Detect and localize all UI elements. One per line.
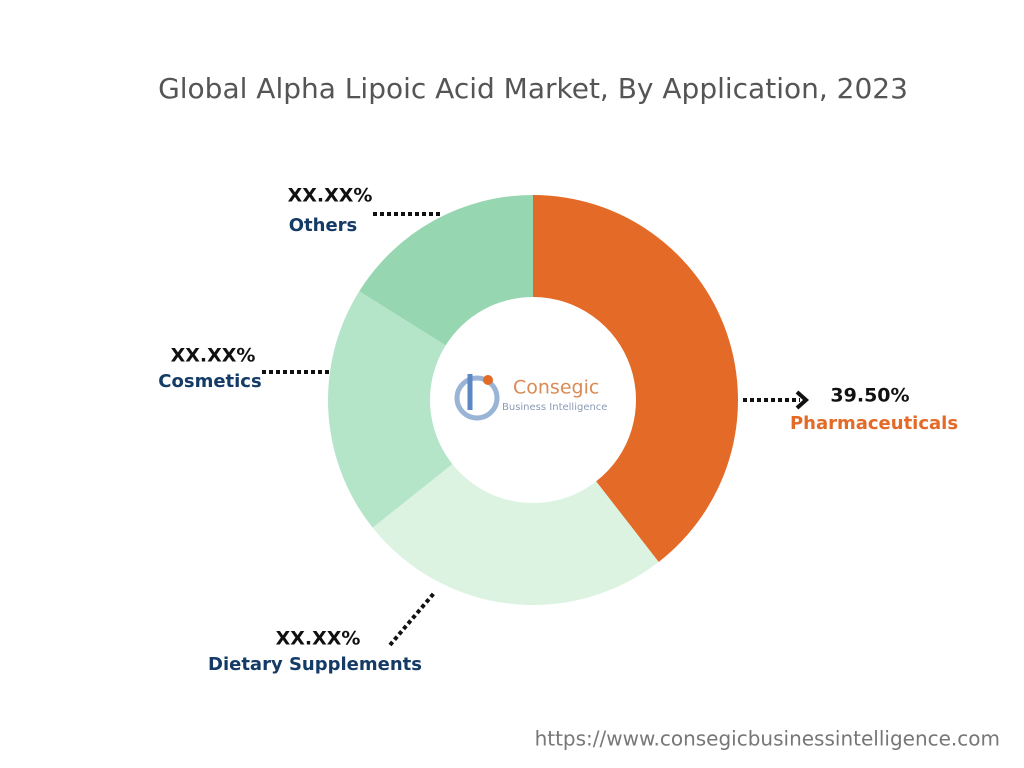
logo: Consegic Business Intelligence: [454, 374, 607, 421]
category-label: Pharmaceuticals: [790, 413, 958, 434]
logo-ring: [454, 375, 500, 421]
value-label: XX.XX%: [288, 185, 373, 207]
value-label: 39.50%: [830, 385, 909, 407]
leader-arrow: [795, 390, 810, 410]
donut-slice: [372, 464, 659, 605]
donut-slice: [328, 291, 453, 528]
logo-tagline: Business Intelligence: [502, 402, 607, 413]
chart-title: Global Alpha Lipoic Acid Market, By Appl…: [158, 72, 908, 105]
donut-slice: [359, 195, 533, 346]
donut: [328, 195, 739, 605]
value-label: XX.XX%: [276, 628, 361, 650]
category-label: Others: [289, 215, 358, 236]
category-label: Cosmetics: [158, 371, 261, 392]
leader-line: [388, 590, 437, 647]
logo-name: Consegic: [513, 377, 599, 399]
logo-dot: [483, 375, 493, 385]
category-label: Dietary Supplements: [208, 654, 422, 675]
donut-slice: [533, 195, 739, 562]
source-url: https://www.consegicbusinessintelligence…: [535, 727, 1000, 751]
value-label: XX.XX%: [171, 345, 256, 367]
